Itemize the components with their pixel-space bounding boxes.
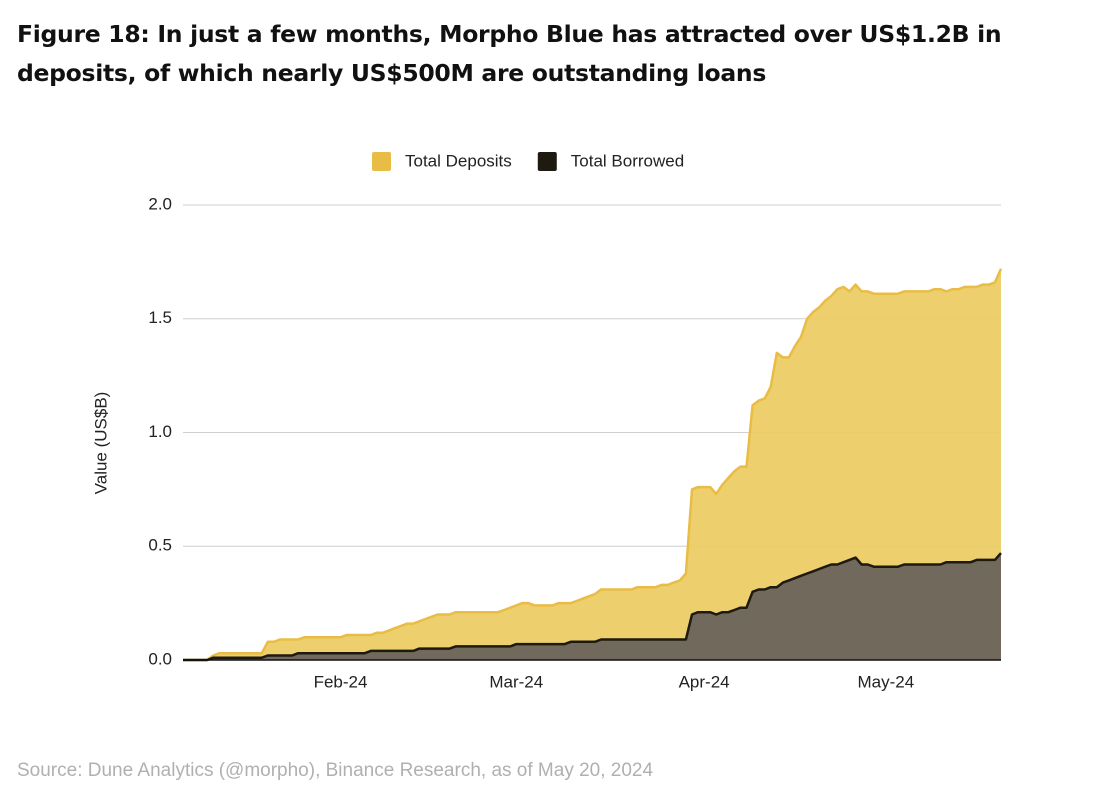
legend-swatch bbox=[372, 152, 391, 171]
legend-label: Total Borrowed bbox=[571, 151, 684, 170]
x-tick-label: May-24 bbox=[858, 672, 915, 691]
legend-label: Total Deposits bbox=[405, 151, 512, 170]
area-line bbox=[183, 552, 1002, 662]
chart-title: Figure 18: In just a few months, Morpho … bbox=[17, 20, 1002, 87]
y-axis-label: Value (US$B) bbox=[91, 392, 110, 495]
x-tick-label: Feb-24 bbox=[314, 672, 368, 691]
y-tick-label: 0.5 bbox=[148, 536, 172, 555]
area-line bbox=[183, 268, 1003, 662]
x-tick-label: Mar-24 bbox=[489, 672, 543, 691]
legend-swatch bbox=[537, 152, 557, 171]
source-note: Source: Dune Analytics (@morpho), Binanc… bbox=[17, 760, 654, 781]
y-tick-label: 2.0 bbox=[148, 194, 172, 213]
area bbox=[183, 268, 1001, 660]
area bbox=[183, 553, 1001, 660]
x-tick-label: Apr-24 bbox=[679, 672, 730, 691]
y-tick-label: 0.0 bbox=[148, 649, 172, 668]
y-tick-label: 1.0 bbox=[148, 422, 172, 441]
y-tick-label: 1.5 bbox=[148, 308, 172, 327]
